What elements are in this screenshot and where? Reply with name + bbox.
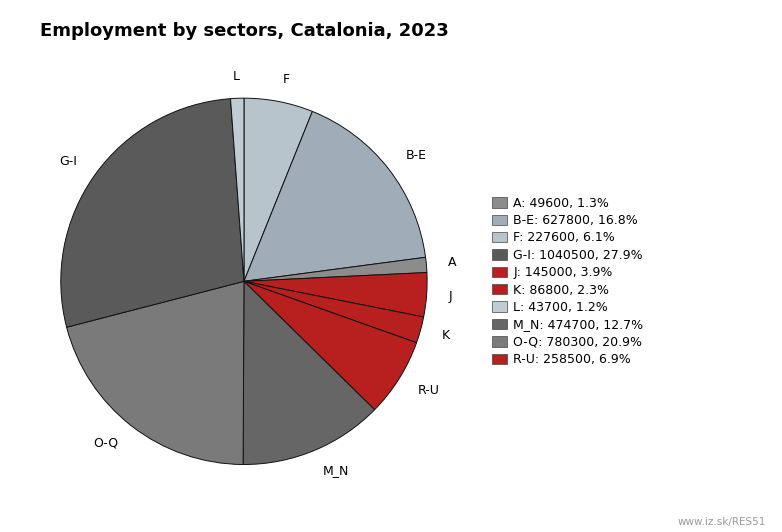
Wedge shape [244, 272, 427, 317]
Text: L: L [233, 70, 240, 83]
Text: A: A [448, 256, 457, 269]
Text: www.iz.sk/RES51: www.iz.sk/RES51 [678, 517, 766, 527]
Text: M_N: M_N [323, 464, 350, 477]
Wedge shape [243, 281, 375, 464]
Text: G-I: G-I [59, 155, 77, 168]
Wedge shape [66, 281, 244, 464]
Wedge shape [244, 281, 424, 343]
Title: Employment by sectors, Catalonia, 2023: Employment by sectors, Catalonia, 2023 [40, 22, 448, 40]
Wedge shape [244, 281, 417, 410]
Text: F: F [283, 73, 290, 86]
Wedge shape [61, 98, 244, 327]
Wedge shape [244, 257, 427, 281]
Text: O-Q: O-Q [93, 437, 118, 450]
Wedge shape [244, 98, 312, 281]
Text: B-E: B-E [406, 149, 427, 162]
Text: J: J [449, 290, 452, 303]
Wedge shape [231, 98, 244, 281]
Wedge shape [244, 111, 425, 281]
Text: K: K [442, 329, 450, 342]
Text: R-U: R-U [418, 384, 439, 397]
Legend: A: 49600, 1.3%, B-E: 627800, 16.8%, F: 227600, 6.1%, G-I: 1040500, 27.9%, J: 145: A: 49600, 1.3%, B-E: 627800, 16.8%, F: 2… [488, 193, 647, 370]
